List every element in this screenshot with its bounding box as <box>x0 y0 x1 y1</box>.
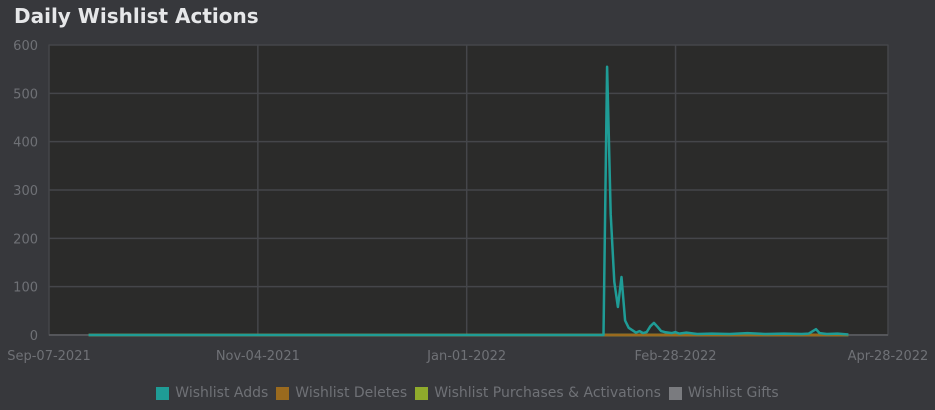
y-tick-label: 600 <box>13 39 38 54</box>
legend-label: Wishlist Purchases & Activations <box>434 385 661 401</box>
chart-title: Daily Wishlist Actions <box>14 4 259 28</box>
line-chart: 0 100 200 300 400 500 600 Sep-07-2021 Nov-04-202… <box>7 39 929 364</box>
y-tick-label: 300 <box>13 184 38 199</box>
y-tick-label: 500 <box>13 87 38 102</box>
y-tick-label: 400 <box>13 136 38 151</box>
legend-swatch <box>415 386 429 400</box>
legend-item[interactable]: Wishlist Purchases & Activations <box>415 385 661 401</box>
series-line-wishlist-adds <box>88 65 849 337</box>
legend-label: Wishlist Adds <box>175 385 269 401</box>
y-tick-label: 100 <box>13 281 38 296</box>
legend-item[interactable]: Wishlist Gifts <box>668 385 779 401</box>
legend: Wishlist Adds Wishlist Deletes Wishlist Pu… <box>0 385 935 401</box>
legend-swatch <box>668 386 682 400</box>
x-tick-label: Nov-04-2021 <box>216 349 300 364</box>
legend-swatch <box>156 386 170 400</box>
x-tick-label: Feb-28-2022 <box>635 349 717 364</box>
legend-swatch <box>276 386 290 400</box>
legend-item[interactable]: Wishlist Deletes <box>276 385 407 401</box>
x-tick-label: Apr-28-2022 <box>848 349 929 364</box>
legend-label: Wishlist Deletes <box>295 385 408 401</box>
legend-item[interactable]: Wishlist Adds <box>156 385 268 401</box>
y-tick-label: 200 <box>13 232 38 247</box>
x-tick-label: Jan-01-2022 <box>426 349 506 364</box>
x-tick-label: Sep-07-2021 <box>7 349 91 364</box>
y-tick-label: 0 <box>30 329 38 344</box>
legend-label: Wishlist Gifts <box>687 385 779 401</box>
